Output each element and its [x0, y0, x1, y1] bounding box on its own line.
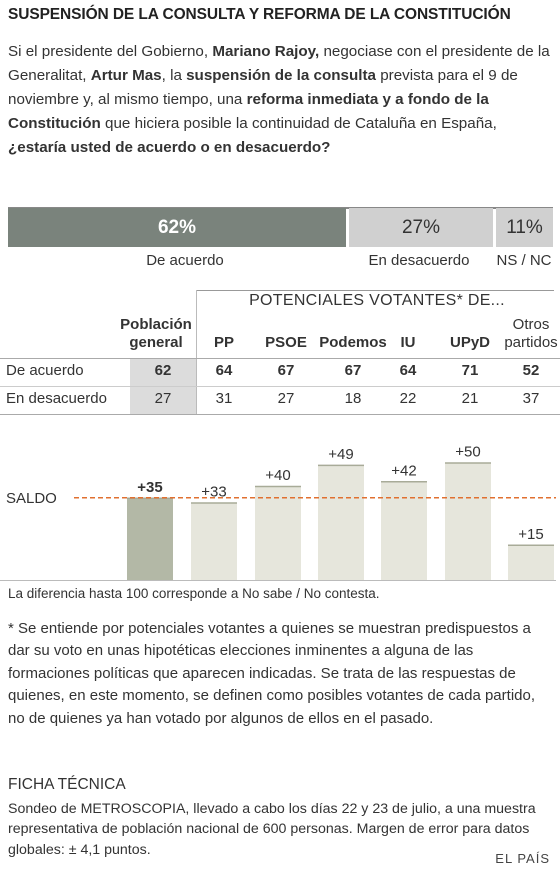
- table-cell: 52: [522, 362, 540, 379]
- seg-de-acuerdo: 62%: [8, 208, 346, 247]
- seg-value: 27%: [401, 216, 441, 238]
- saldo-bar-label: +33: [201, 483, 226, 500]
- table-cell: 31: [215, 390, 233, 407]
- question-fragment: reforma inmediata y a fondo de la Consti…: [8, 91, 489, 132]
- brand-logo: EL PAÍS: [495, 851, 550, 866]
- table-cell: 27: [154, 390, 172, 407]
- saldo-bar: [318, 464, 364, 580]
- table-header-line: [196, 290, 554, 291]
- col-header: UPyD: [449, 334, 490, 351]
- question-fragment: Artur Mas: [90, 67, 162, 84]
- seg-value: 62%: [157, 216, 197, 238]
- seg-label: NS / NC: [496, 252, 552, 269]
- row-line: [0, 358, 560, 359]
- saldo-bar: [255, 486, 301, 580]
- row-line: [0, 386, 560, 387]
- question-fragment: ¿estaría usted de acuerdo o en desacuerd…: [8, 139, 331, 156]
- saldo-bar-label: +15: [518, 526, 543, 543]
- saldo-bar-label: +35: [137, 479, 162, 496]
- row-label: De acuerdo: [6, 362, 84, 379]
- col-header: Otros partidos: [504, 316, 558, 351]
- saldo-bar: [445, 462, 491, 580]
- saldo-bar-label: +42: [391, 462, 416, 479]
- question-fragment: Si el presidente del Gobierno,: [8, 43, 213, 60]
- col-header: PP: [213, 334, 234, 351]
- question-fragment: prevista para el 9 de noviembre y, al mi…: [8, 67, 518, 108]
- row-label: En desacuerdo: [6, 390, 107, 407]
- table-cell: 37: [522, 390, 540, 407]
- col-header: Población general: [120, 316, 192, 351]
- ficha-title: FICHA TÉCNICA: [8, 776, 126, 793]
- table-cell: 21: [461, 390, 479, 407]
- question-fragment: que hiciera posible la continuidad de Ca…: [100, 115, 497, 132]
- saldo-bar: [381, 481, 427, 580]
- saldo-bar: [191, 502, 237, 580]
- table-cell: 22: [399, 390, 417, 407]
- row-line: [0, 414, 560, 415]
- table-cell: 62: [154, 362, 172, 379]
- question-fragment: negociase con el presidente de la Genera…: [8, 43, 550, 84]
- saldo-bar-label: +50: [455, 444, 480, 461]
- seg-ns-nc: 11%: [496, 208, 553, 247]
- chart-note: La diferencia hasta 100 corresponde a No…: [8, 586, 380, 601]
- table-cell: 71: [461, 362, 479, 379]
- table-cell: 27: [277, 390, 295, 407]
- col-header: IU: [400, 334, 416, 351]
- table-cell: 18: [344, 390, 362, 407]
- table-cell: 64: [399, 362, 417, 379]
- saldo-chart: +35 +33 +40 +49 +42 +50 +15 SALDO: [0, 444, 556, 581]
- table-cell: 64: [215, 362, 233, 379]
- seg-label: En desacuerdo: [368, 252, 470, 269]
- survey-question: Si el presidente del Gobierno, Mariano R…: [8, 40, 554, 160]
- saldo-label: SALDO: [6, 490, 57, 507]
- table-cell: 67: [277, 362, 295, 379]
- footnote: * Se entiende por potenciales votantes a…: [8, 620, 535, 727]
- saldo-bar: [508, 544, 554, 580]
- group-header: POTENCIALES VOTANTES* DE...: [249, 292, 505, 309]
- col-header: PSOE: [265, 334, 307, 351]
- ficha-text: Sondeo de METROSCOPIA, llevado a cabo lo…: [8, 801, 536, 858]
- question-fragment: suspensión de la consulta: [186, 67, 376, 84]
- saldo-bar: [127, 497, 173, 580]
- col-header: Podemos: [319, 334, 387, 351]
- seg-label: De acuerdo: [146, 252, 224, 269]
- page-title: SUSPENSIÓN DE LA CONSULTA Y REFORMA DE L…: [8, 6, 511, 23]
- question-fragment: , la: [161, 67, 187, 84]
- seg-en-desacuerdo: 27%: [349, 208, 493, 247]
- saldo-bar-label: +40: [265, 467, 290, 484]
- saldo-bar-label: +49: [328, 446, 353, 463]
- question-fragment: Mariano Rajoy,: [212, 43, 320, 60]
- table-cell: 67: [344, 362, 362, 379]
- table-vertical-line: [196, 290, 197, 414]
- seg-value: 11%: [506, 216, 543, 238]
